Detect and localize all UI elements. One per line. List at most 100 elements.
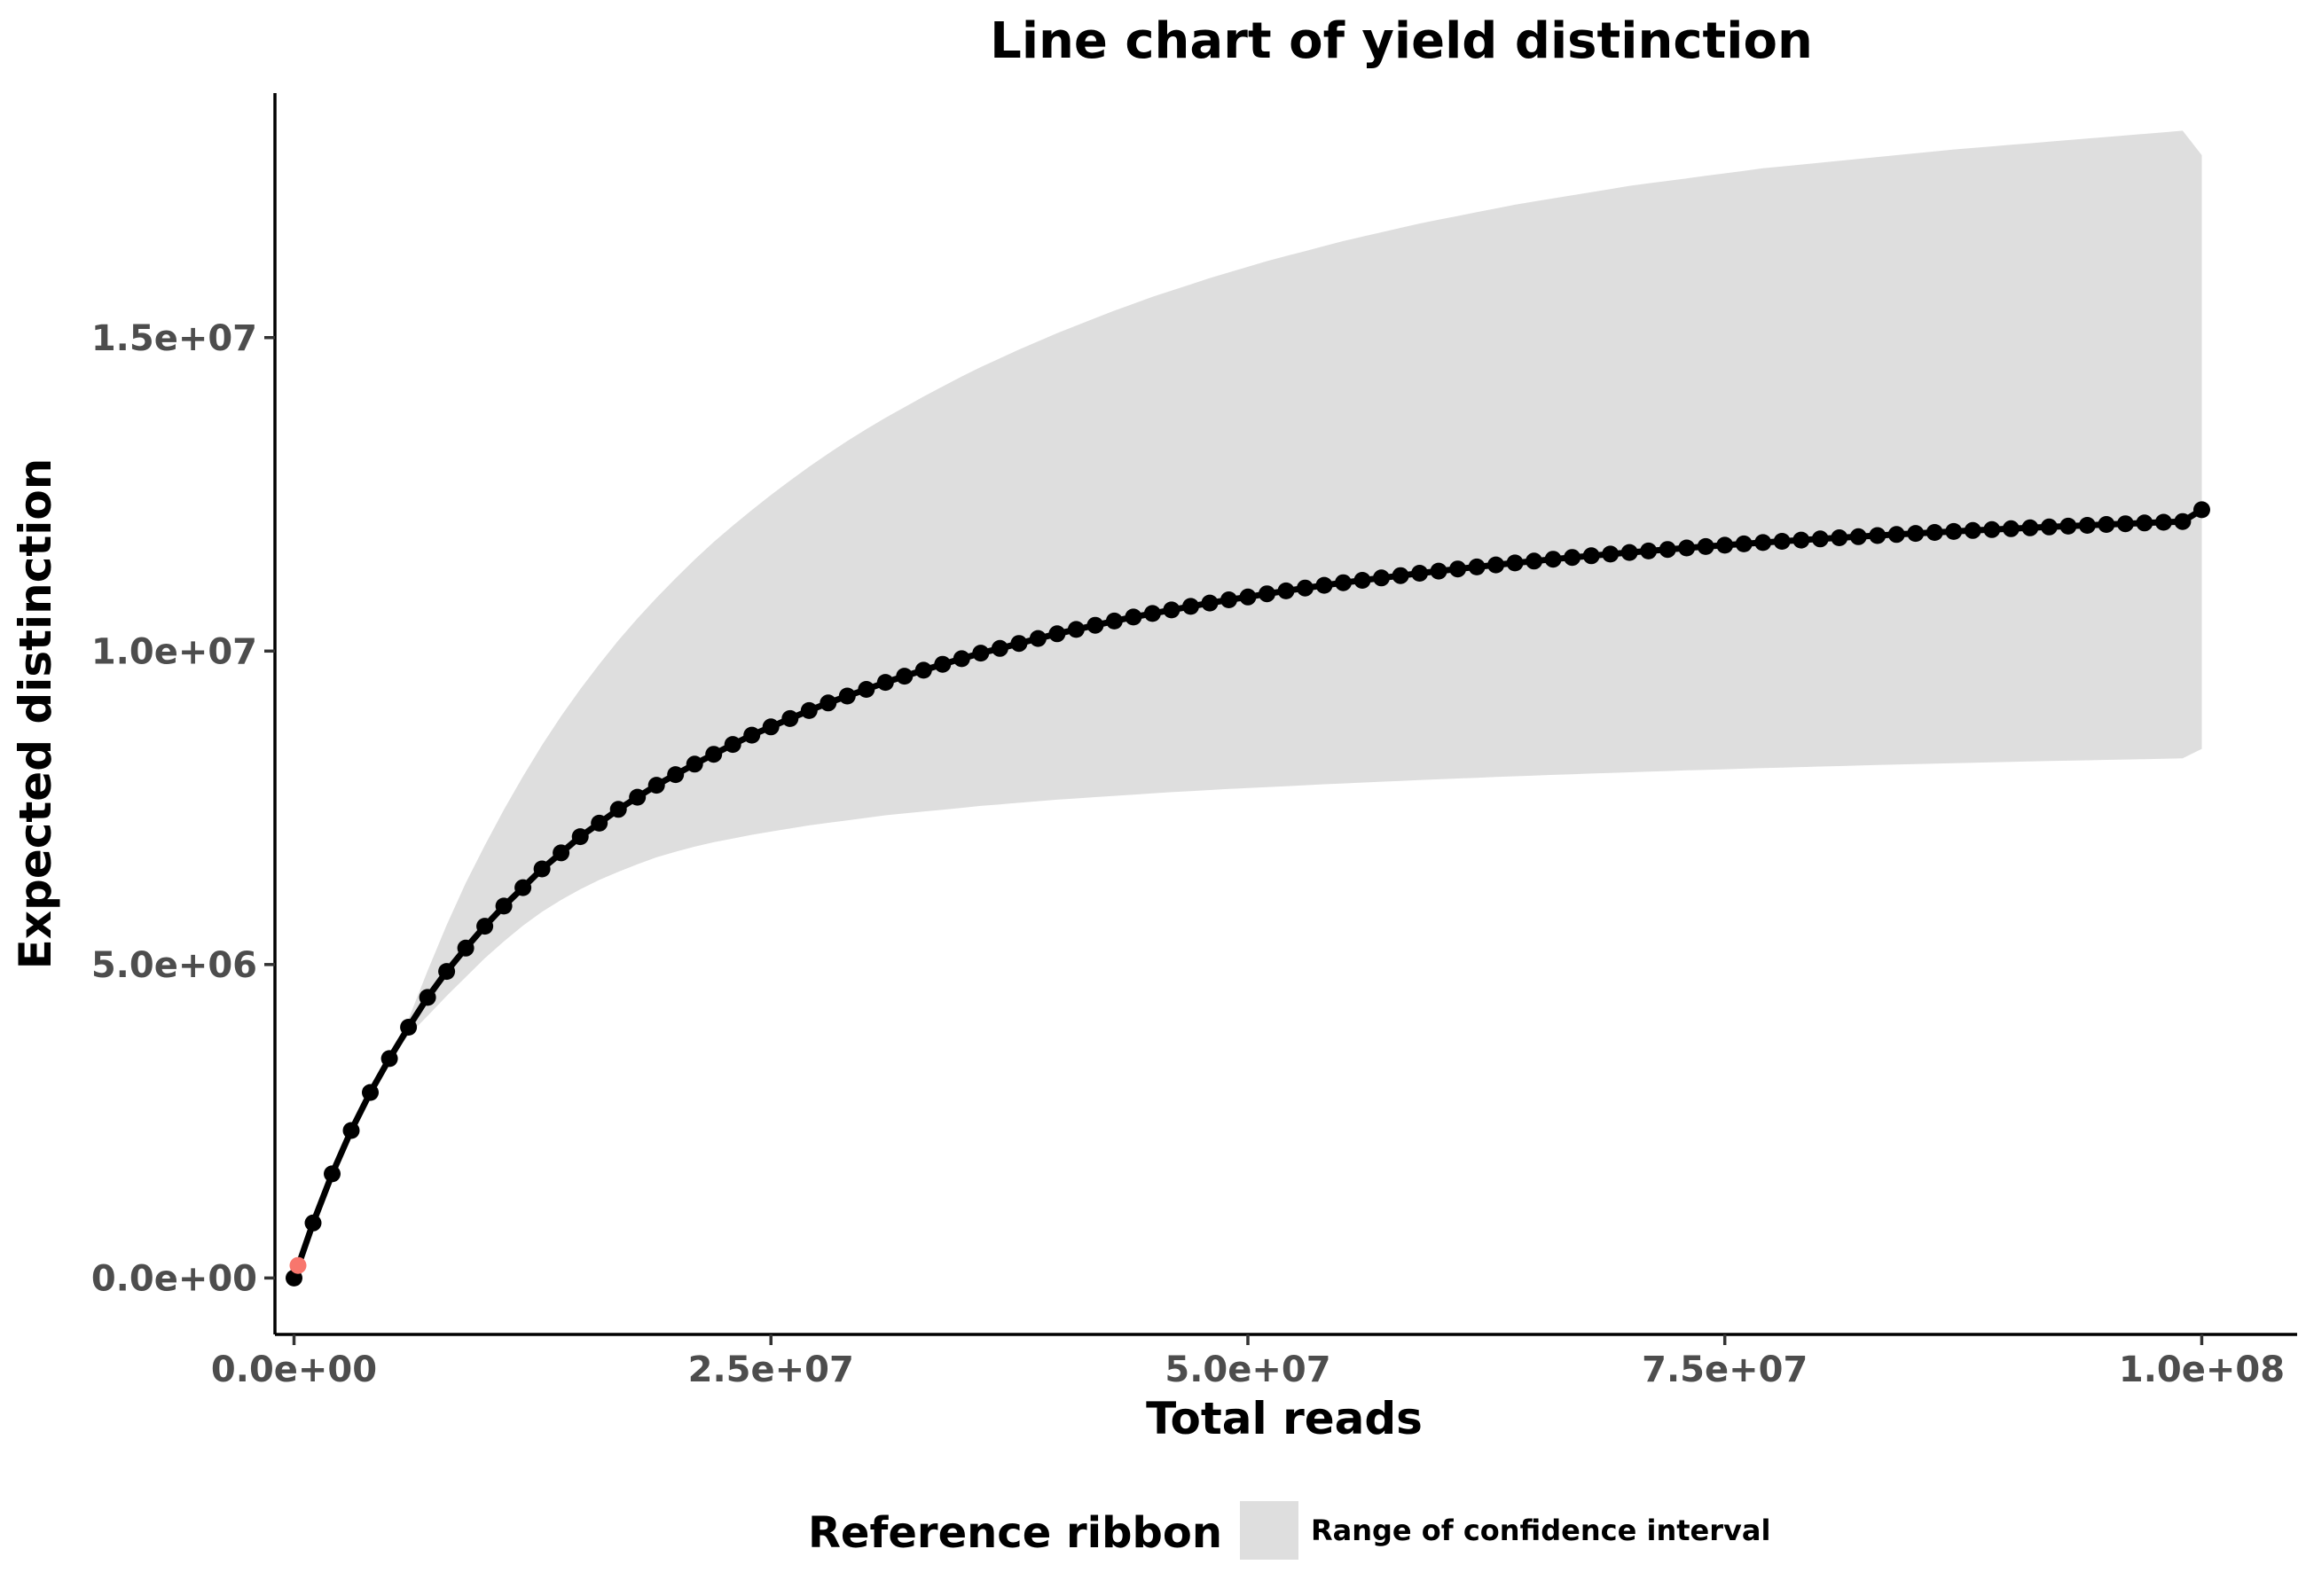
data-point [1620,544,1638,561]
data-point [1831,529,1848,546]
data-point [1220,591,1237,608]
data-point [1506,554,1524,572]
data-point [1029,630,1047,647]
data-point [858,681,875,698]
data-point [553,844,570,862]
data-point [2078,517,2096,534]
data-point [2154,513,2172,531]
data-point [1869,527,1886,544]
x-tick-label: 7.5e+07 [1642,1350,1808,1390]
data-point [647,777,665,794]
data-point [1640,542,1658,559]
data-point [800,701,818,719]
data-point [762,718,780,736]
legend-label: Range of confidence interval [1311,1514,1770,1547]
data-point [1792,531,1810,549]
data-point [1201,594,1219,612]
data-point [1143,605,1161,622]
data-point [1907,525,1925,543]
data-point [2002,520,2020,537]
data-point [495,897,513,915]
data-point [896,668,914,685]
data-point [571,828,589,846]
data-point [1163,601,1180,619]
data-point [686,755,703,773]
data-point [1182,598,1199,615]
data-point [1945,522,1963,540]
data-point [1849,528,1867,545]
data-point [1659,541,1676,559]
data-point [1983,520,2001,538]
data-point [1754,534,1772,552]
data-point [1544,551,1562,568]
data-point [1964,521,1981,539]
x-axis-title: Total reads [1146,1393,1423,1444]
data-point [342,1122,360,1139]
data-point [1487,556,1505,574]
data-point [1430,562,1447,580]
data-point [2193,501,2210,519]
data-point [1468,558,1486,575]
data-point [1048,625,1066,643]
data-point [1086,616,1104,634]
x-tick-label: 5.0e+07 [1165,1350,1330,1390]
data-point [476,918,494,935]
data-point [1678,539,1696,557]
data-point [2040,518,2058,536]
axes: 0.0e+00 2.5e+07 5.0e+07 7.5e+07 1.0e+08 0.0e+… [91,93,2297,1390]
data-point [380,1050,398,1068]
data-point [705,746,723,763]
data-point [667,766,685,784]
data-point [324,1165,341,1183]
data-point [304,1214,322,1232]
data-point [1353,572,1371,589]
data-point [362,1084,379,1101]
data-point [934,655,952,673]
data-point [438,963,456,981]
x-tick-label: 2.5e+07 [688,1350,854,1390]
plot-area [286,130,2210,1287]
data-point [1067,621,1085,638]
legend: Reference ribbon Range of confidence int… [808,1501,1770,1560]
data-point [533,860,551,878]
data-point [1735,535,1753,552]
legend-key-ribbon [1240,1501,1298,1560]
data-point [400,1019,418,1036]
data-point [591,814,608,832]
data-point [1716,536,1734,554]
data-point [914,661,932,679]
data-point [991,639,1008,657]
data-point [1125,608,1142,626]
data-point [876,674,894,692]
data-point [2059,517,2077,535]
data-point [1315,576,1333,594]
y-tick-label: 5.0e+06 [91,945,257,986]
data-point [1335,574,1352,591]
data-point [1926,524,1943,541]
data-point [2136,514,2153,532]
highlight-point [289,1256,307,1274]
data-point [1373,569,1390,587]
data-point [2174,512,2192,530]
data-point [1392,567,1409,584]
data-point [1297,579,1314,597]
data-point [609,801,627,818]
y-axis-title: Expected distinction [10,458,61,970]
data-point [1277,582,1295,599]
data-point [2098,516,2115,533]
data-point [629,788,647,806]
legend-title: Reference ribbon [808,1508,1222,1558]
data-point [1811,530,1829,548]
data-point [2116,515,2134,533]
data-point [953,650,970,668]
data-point [1449,560,1467,578]
confidence-ribbon [294,130,2202,1279]
data-point [781,709,799,727]
chart-title: Line chart of yield distinction [990,12,1813,70]
data-point [1411,565,1429,582]
x-tick-label: 0.0e+00 [211,1350,377,1390]
y-tick-label: 1.5e+07 [91,318,257,359]
data-point [743,726,761,744]
